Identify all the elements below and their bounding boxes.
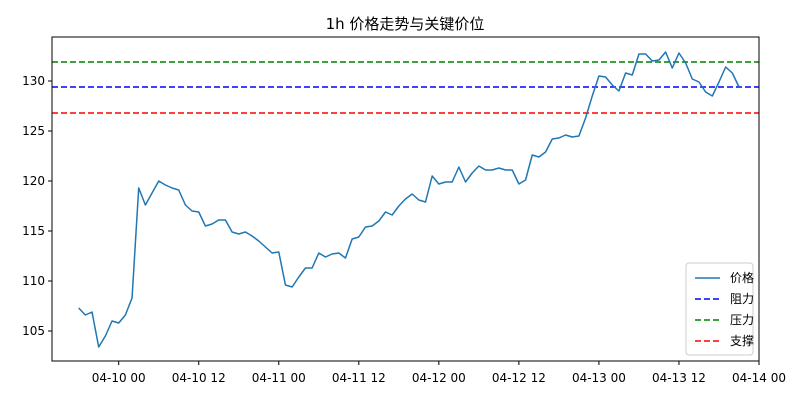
legend-label-1: 价格 — [730, 270, 754, 285]
plot-frame — [51, 36, 760, 362]
series-line-1 — [78, 51, 740, 348]
y-tick-label: 120 — [22, 174, 45, 188]
y-tick-label: 125 — [22, 124, 45, 138]
plot-area: 105 110 115 120 125 130 04-10 00 04-10 12 04-11 … — [22, 36, 786, 385]
y-tick-label: 130 — [22, 74, 45, 88]
x-tick-label: 04-12 00 — [412, 371, 466, 385]
y-tick-label: 105 — [22, 324, 45, 338]
y-tick-label: 115 — [22, 224, 45, 238]
legend-label-4: 支撑 — [730, 333, 754, 348]
legend-label-3: 压力 — [730, 313, 754, 327]
x-tick-label: 04-13 12 — [652, 371, 706, 385]
x-tick-label: 04-12 12 — [492, 371, 546, 385]
chart-title: 1h 价格走势与关键价位 — [326, 15, 485, 33]
x-tick-label: 04-14 00 — [732, 371, 786, 385]
x-tick-label: 04-11 12 — [332, 371, 386, 385]
x-tick-label: 04-10 00 — [92, 371, 146, 385]
legend-label-2: 阻力 — [730, 292, 754, 306]
legend-box — [685, 262, 754, 356]
y-tick-label: 110 — [22, 274, 45, 288]
x-tick-label: 04-11 00 — [252, 371, 306, 385]
x-tick-label: 04-13 00 — [572, 371, 626, 385]
x-tick-label: 04-10 12 — [172, 371, 226, 385]
